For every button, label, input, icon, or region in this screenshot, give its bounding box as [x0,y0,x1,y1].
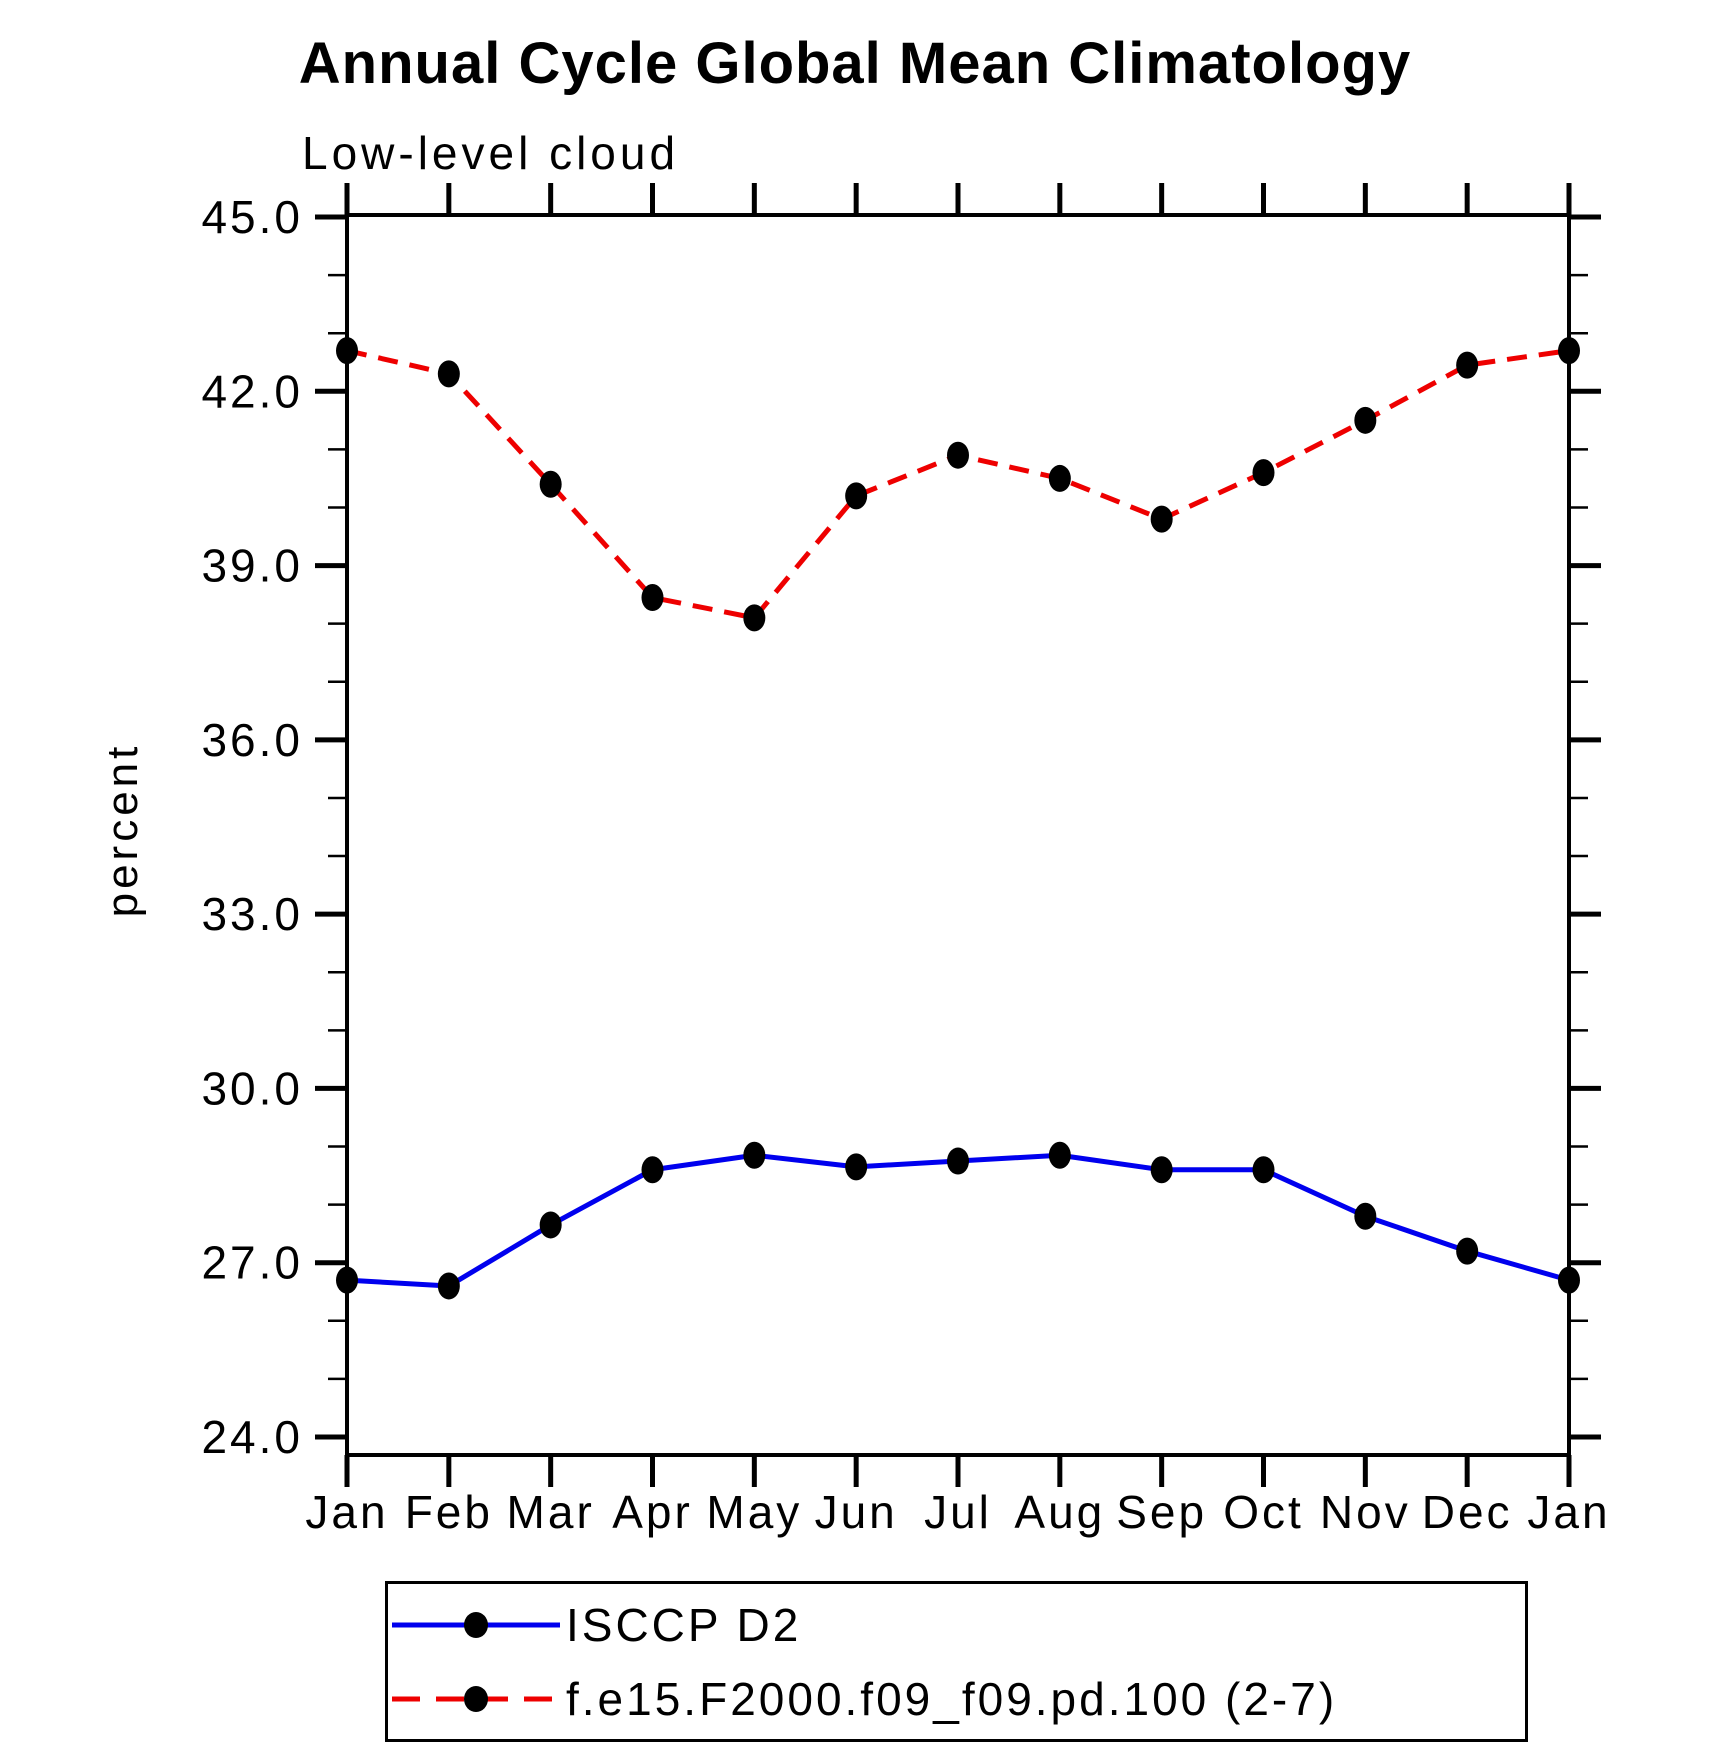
data-point-marker [539,470,562,498]
data-point-marker [1456,351,1479,379]
x-tick-label: Dec [1422,1486,1513,1538]
x-tick-label: Oct [1223,1486,1304,1538]
data-point-marker [1558,1266,1580,1294]
data-point-marker [1456,1237,1479,1265]
y-tick-label: 27.0 [201,1237,303,1289]
x-tick-label: Apr [612,1486,693,1538]
data-point-marker [1150,505,1173,533]
x-tick-label: Feb [405,1486,493,1538]
data-point-marker [743,1141,766,1169]
chart-subtitle: Low-level cloud [302,127,680,179]
x-tick-label: Sep [1116,1486,1207,1538]
x-tick-label: Nov [1320,1486,1411,1538]
data-point-marker [1048,464,1071,492]
x-tick-label: Mar [507,1486,595,1538]
axis-tick-labels: 24.0 27.0 30.0 33.0 36.0 39.0 42.0 45.0 Jan Feb Ma… [201,191,1610,1538]
y-tick-label: 39.0 [201,540,303,592]
legend-marker-dot [464,1685,488,1712]
legend-label: f.e15.F2000.f09_f09.pd.100 (2-7) [566,1672,1338,1725]
y-tick-label: 24.0 [201,1411,303,1463]
chart-title: Annual Cycle Global Mean Climatology [298,31,1412,96]
x-tick-label: Jul [924,1486,992,1538]
legend-label: ISCCP D2 [566,1598,802,1651]
series-lines [346,348,1570,1289]
x-tick-label: Jan [1527,1486,1610,1538]
y-tick-label: 33.0 [201,888,303,940]
series-line-1 [346,348,1570,621]
legend: ISCCP D2 f.e15.F2000.f09_f09.pd.100 (2-7… [385,1581,1528,1742]
data-point-marker [1048,1141,1071,1169]
data-point-marker [1354,406,1377,434]
data-point-marker [336,1266,358,1294]
data-point-marker [539,1211,562,1239]
data-point-marker [947,441,969,469]
data-point-marker [437,360,460,388]
series-markers [336,337,1580,1300]
legend-line-sample-solid [392,1611,560,1638]
x-tick-label: Jan [305,1486,388,1538]
legend-line-sample-dashed [392,1685,560,1712]
data-point-marker [336,337,358,365]
data-point-marker [641,1156,664,1184]
y-tick-label: 36.0 [201,714,303,766]
data-point-marker [437,1272,460,1300]
x-tick-label: May [706,1486,802,1538]
data-point-marker [743,604,766,632]
legend-item-isccp-d2: ISCCP D2 [388,1588,1525,1662]
data-point-marker [947,1147,969,1175]
y-tick-label: 42.0 [201,365,303,417]
axes [345,213,1571,1457]
data-point-marker [1252,1156,1275,1184]
data-point-marker [641,584,664,612]
y-tick-label: 30.0 [201,1062,303,1114]
y-axis-label: percent [98,742,147,918]
legend-marker-dot [464,1611,488,1638]
y-tick-label: 45.0 [201,191,303,243]
data-point-marker [1150,1156,1173,1184]
axis-ticks [315,183,1601,1487]
plot-border [345,213,1571,1457]
x-tick-label: Aug [1014,1486,1105,1538]
series-line-0 [346,1152,1570,1289]
legend-item-model-run: f.e15.F2000.f09_f09.pd.100 (2-7) [388,1662,1525,1736]
data-point-marker [1354,1202,1377,1230]
data-point-marker [845,1153,868,1181]
x-tick-label: Jun [815,1486,898,1538]
data-point-marker [1558,337,1580,365]
data-point-marker [845,482,868,510]
data-point-marker [1252,459,1275,487]
